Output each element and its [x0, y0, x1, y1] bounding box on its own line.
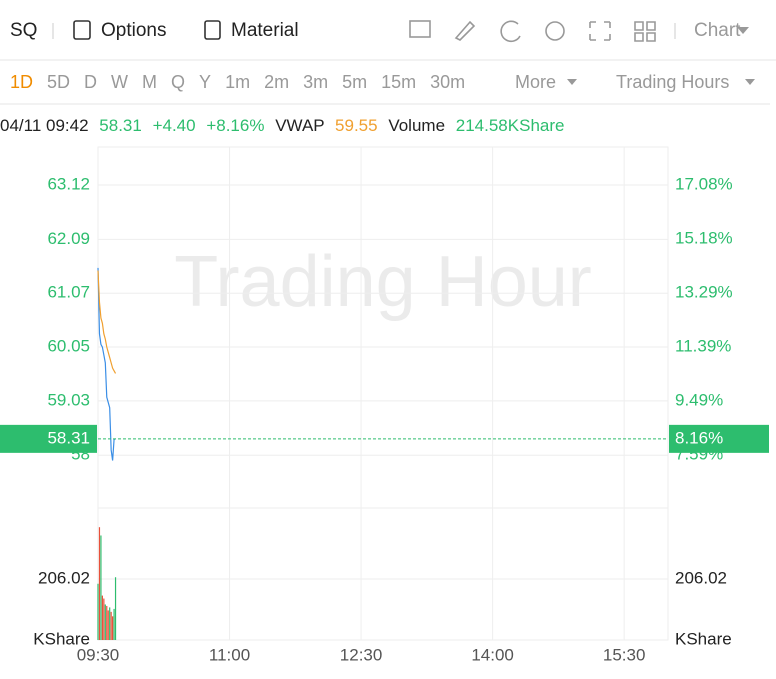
- period-tab[interactable]: 30m: [430, 72, 465, 92]
- y-tick-label: 63.12: [47, 174, 90, 193]
- period-tab[interactable]: 2m: [264, 72, 289, 92]
- volume-tick-label: 206.02: [38, 568, 90, 587]
- volume-tick-label: KShare: [675, 629, 732, 648]
- settings-icon[interactable]: [545, 21, 565, 41]
- volume-bar: [114, 577, 117, 640]
- y2-tick-label: 15.18%: [675, 229, 733, 248]
- period-tab[interactable]: 5m: [342, 72, 367, 92]
- volume: 214.58KShare: [456, 116, 565, 135]
- volume-bar: [106, 605, 108, 640]
- x-tick-label: 11:00: [209, 645, 250, 664]
- datetime: 04/11 09:42: [0, 116, 89, 135]
- vwap: 59.55: [335, 116, 378, 135]
- period-tab[interactable]: 3m: [303, 72, 328, 92]
- volume-bar: [112, 616, 114, 640]
- options-icon[interactable]: [73, 20, 91, 40]
- volume-bar: [109, 607, 111, 640]
- period-tab[interactable]: 5D: [47, 72, 70, 92]
- period-tab[interactable]: 15m: [381, 72, 416, 92]
- volume-bar: [103, 598, 105, 640]
- x-tick-label: 14:00: [471, 645, 514, 664]
- y2-tick-label: 13.29%: [675, 282, 733, 301]
- current-change-label: 8.16%: [675, 428, 723, 447]
- period-tab[interactable]: D: [84, 72, 97, 92]
- volume-label: Volume: [388, 116, 445, 135]
- period-tab[interactable]: 1D: [10, 72, 33, 92]
- dropdown-arrow: [745, 79, 755, 85]
- period-tab[interactable]: W: [111, 72, 128, 92]
- change: +4.40: [153, 116, 196, 135]
- vwap-label: VWAP: [275, 116, 324, 135]
- volume-bar: [107, 610, 109, 640]
- volume-tick-label: 206.02: [675, 568, 727, 587]
- watermark: Trading Hour: [174, 242, 592, 322]
- indicator-icon[interactable]: [409, 20, 431, 38]
- reset-icon[interactable]: [500, 20, 521, 43]
- price: 58.31: [99, 116, 142, 135]
- trading-hours-menu[interactable]: Trading Hours: [616, 72, 729, 92]
- volume-bar: [110, 611, 112, 640]
- fullscreen-icon[interactable]: [589, 21, 611, 41]
- y2-tick-label: 9.49%: [675, 391, 723, 410]
- chart-menu[interactable]: Chart: [694, 20, 741, 41]
- x-tick-label: 15:30: [603, 645, 646, 664]
- change-pct: +8.16%: [206, 116, 264, 135]
- volume-bar: [101, 595, 103, 640]
- dropdown-arrow: [567, 79, 577, 85]
- current-change-tag: [669, 424, 769, 453]
- dropdown-arrow: [737, 27, 749, 34]
- info-line: 04/11 09:42 58.31 +4.40 +8.16% VWAP 59.5…: [0, 116, 564, 135]
- plot: 09:30 11:00 12:30 14:00 15:305859.0360.0561.…: [0, 146, 769, 664]
- volume-bar: [100, 535, 102, 640]
- layout-icon[interactable]: [634, 21, 656, 42]
- draw-icon[interactable]: [454, 20, 476, 41]
- y-tick-label: 60.05: [47, 337, 90, 356]
- material-icon[interactable]: [204, 20, 221, 40]
- current-price-tag: [0, 424, 97, 453]
- volume-bar: [113, 608, 115, 640]
- material-button[interactable]: Material: [231, 20, 299, 41]
- y-tick-label: 61.07: [47, 283, 90, 302]
- y2-tick-label: 17.08%: [675, 175, 733, 194]
- period-tab[interactable]: Q: [171, 72, 185, 92]
- current-price-label: 58.31: [47, 428, 90, 447]
- volume-bar: [97, 583, 99, 640]
- volume-bar: [98, 527, 101, 640]
- period-tab[interactable]: M: [142, 72, 157, 92]
- volume-bar: [104, 604, 106, 640]
- x-tick-label: 09:30: [77, 645, 120, 664]
- y-tick-label: 59.03: [47, 390, 90, 409]
- y-tick-label: 62.09: [47, 229, 90, 248]
- price-line: [97, 267, 116, 461]
- more-menu[interactable]: More: [515, 72, 556, 92]
- period-tab[interactable]: Y: [199, 72, 211, 92]
- period-tab[interactable]: 1m: [225, 72, 250, 92]
- options-button[interactable]: Options: [101, 20, 166, 41]
- x-tick-label: 12:30: [340, 645, 383, 664]
- period-tabs: 1D 5D D W M Q Y 1m 2m 3m 5m 15m 30m: [10, 72, 465, 92]
- volume-tick-label: KShare: [33, 629, 90, 648]
- plot-frame: [97, 146, 669, 641]
- price-line: [97, 270, 117, 374]
- y2-tick-label: 11.39%: [675, 336, 731, 355]
- symbol[interactable]: SQ: [10, 20, 37, 41]
